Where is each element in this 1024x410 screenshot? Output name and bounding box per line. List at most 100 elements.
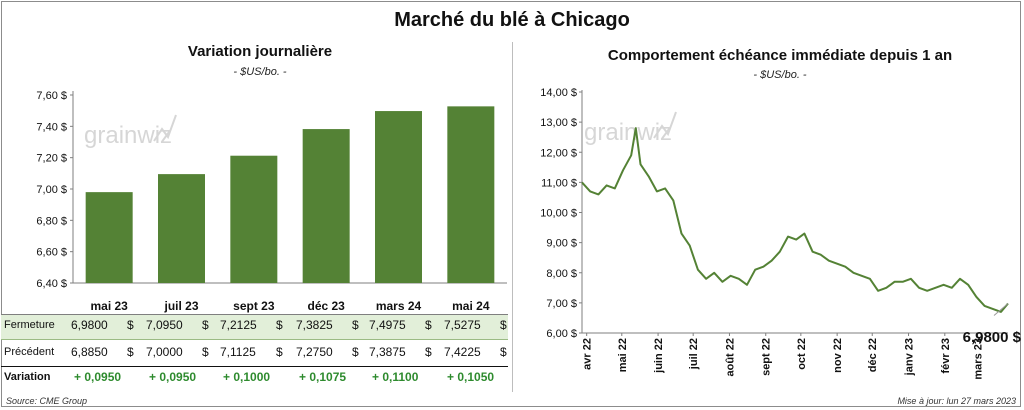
cell-value: + 0,1100 [372,370,419,384]
currency-symbol: $ [202,345,209,359]
y-tick-label: 7,40 $ [36,121,67,133]
price-line [581,127,1009,313]
bar [158,174,205,283]
bar [447,106,495,283]
x-category-label: mars 24 [376,299,422,313]
x-category-label: sept 23 [233,299,275,313]
source-note: Source: CME Group [6,396,88,406]
table-cell: 7,0950 $ [146,318,216,332]
cell-value: 7,0000 [146,345,183,359]
currency-symbol: $ [500,345,507,359]
x-tick-label: oct 22 [796,338,808,370]
cell-value: + 0,1050 [447,370,495,384]
cell-value: + 0,1000 [223,370,271,384]
y-tick-label: 6,40 $ [36,278,67,290]
y-tick-label: 9,00 $ [546,238,577,250]
line-chart: 6,00 $ 7,00 $ 8,00 $ 9,00 $ 10,00 $ 11,00 $ 12… [540,87,1022,380]
cell-value: 6,8850 [71,345,108,359]
table-cell: 6,9800 $ [71,318,141,332]
cell-value: 7,3875 [369,345,406,359]
bar [85,192,133,283]
x-category-label: mai 23 [90,299,128,313]
row-label: Fermeture [4,319,55,331]
y-tick-label: 6,80 $ [36,215,67,227]
right-panel-subtitle: - $US/bo. - [753,69,807,81]
currency-symbol: $ [276,345,283,359]
y-tick-label: 11,00 $ [541,177,577,189]
table-cell: 7,3875 $ [369,345,439,359]
x-tick-label: nov 22 [832,338,844,373]
table-cell: 7,4225 $ [444,345,514,359]
table-cell: + 0,1050 [447,370,517,384]
last-value-label: 6,9800 $ [963,329,1022,346]
left-panel-title: Variation journalière [187,43,333,60]
table-cell: 7,2750 $ [296,345,366,359]
table-cell: 7,2125 $ [220,318,290,332]
update-note: Mise à jour: lun 27 mars 2023 [897,396,1016,406]
y-tick-label: 7,00 $ [546,298,577,310]
table-cell: + 0,1100 [372,370,442,384]
variation-row-rule [1,366,508,367]
table-cell: 7,1125 $ [220,345,290,359]
currency-symbol: $ [352,318,359,332]
currency-symbol: $ [127,318,134,332]
watermark-text: grainwiz [84,122,172,149]
table-cell: 7,4975 $ [369,318,439,332]
cell-value: 7,2125 [220,318,257,332]
main-title: Marché du blé à Chicago [394,9,630,31]
cell-value: 6,9800 [71,318,108,332]
x-tick-label: janv 23 [904,338,916,376]
last-value-leader [993,303,1009,316]
currency-symbol: $ [425,318,432,332]
row-label: Précédent [4,346,55,358]
currency-symbol: $ [500,318,507,332]
cell-value: 7,3825 [296,318,333,332]
cell-value: 7,5275 [444,318,481,332]
fermeture-row-bg [1,314,508,340]
y-tick-label: 14,00 $ [540,87,577,99]
cell-value: + 0,0950 [149,370,197,384]
table-cell: + 0,1075 [299,370,369,384]
table-cell: 7,3825 $ [296,318,366,332]
y-tick-label: 6,60 $ [36,247,67,259]
currency-symbol: $ [202,318,209,332]
bar-chart: 6,40 $ 6,60 $ 6,80 $ 7,00 $ 7,20 $ 7,40 $ 7,60… [36,90,507,313]
bar [375,111,422,283]
y-tick-label: 6,00 $ [546,328,577,340]
x-tick-label: mars 23 [973,338,985,380]
y-tick-label: 7,60 $ [36,90,67,102]
row-label: Variation [4,371,51,383]
currency-symbol: $ [352,345,359,359]
table-cell: 7,0000 $ [146,345,216,359]
y-tick-label: 10,00 $ [540,208,577,220]
cell-value: 7,1125 [220,345,256,359]
cell-value: + 0,0950 [74,370,122,384]
y-tick-label: 13,00 $ [540,117,577,129]
y-tick-label: 8,00 $ [546,268,577,280]
watermark-text: grainwiz [584,119,672,146]
watermark: grainwiz [584,111,677,146]
cell-value: 7,0950 [146,318,183,332]
x-category-label: déc 23 [307,299,345,313]
bar [230,155,278,283]
x-category-label: mai 24 [452,299,490,313]
y-tick-label: 12,00 $ [540,147,577,159]
x-tick-label: août 22 [724,338,736,377]
watermark-logo [653,111,677,139]
cell-value: 7,4975 [369,318,406,332]
x-tick-label: févr 23 [940,338,952,373]
x-tick-label: déc 22 [867,338,879,372]
watermark-logo [153,114,177,142]
table-cell: 6,8850 $ [71,345,141,359]
x-category-label: juil 23 [163,299,198,313]
right-panel-title: Comportement échéance immédiate depuis 1… [607,47,953,64]
currency-symbol: $ [127,345,134,359]
currency-symbol: $ [276,318,283,332]
x-tick-label: juil 22 [688,338,700,370]
x-tick-label: mai 22 [617,338,629,372]
cell-value: 7,2750 [296,345,333,359]
table-cell: + 0,1000 [223,370,293,384]
x-tick-label: sept 22 [761,338,773,376]
cell-value: + 0,1075 [299,370,347,384]
y-tick-label: 7,00 $ [36,184,67,196]
